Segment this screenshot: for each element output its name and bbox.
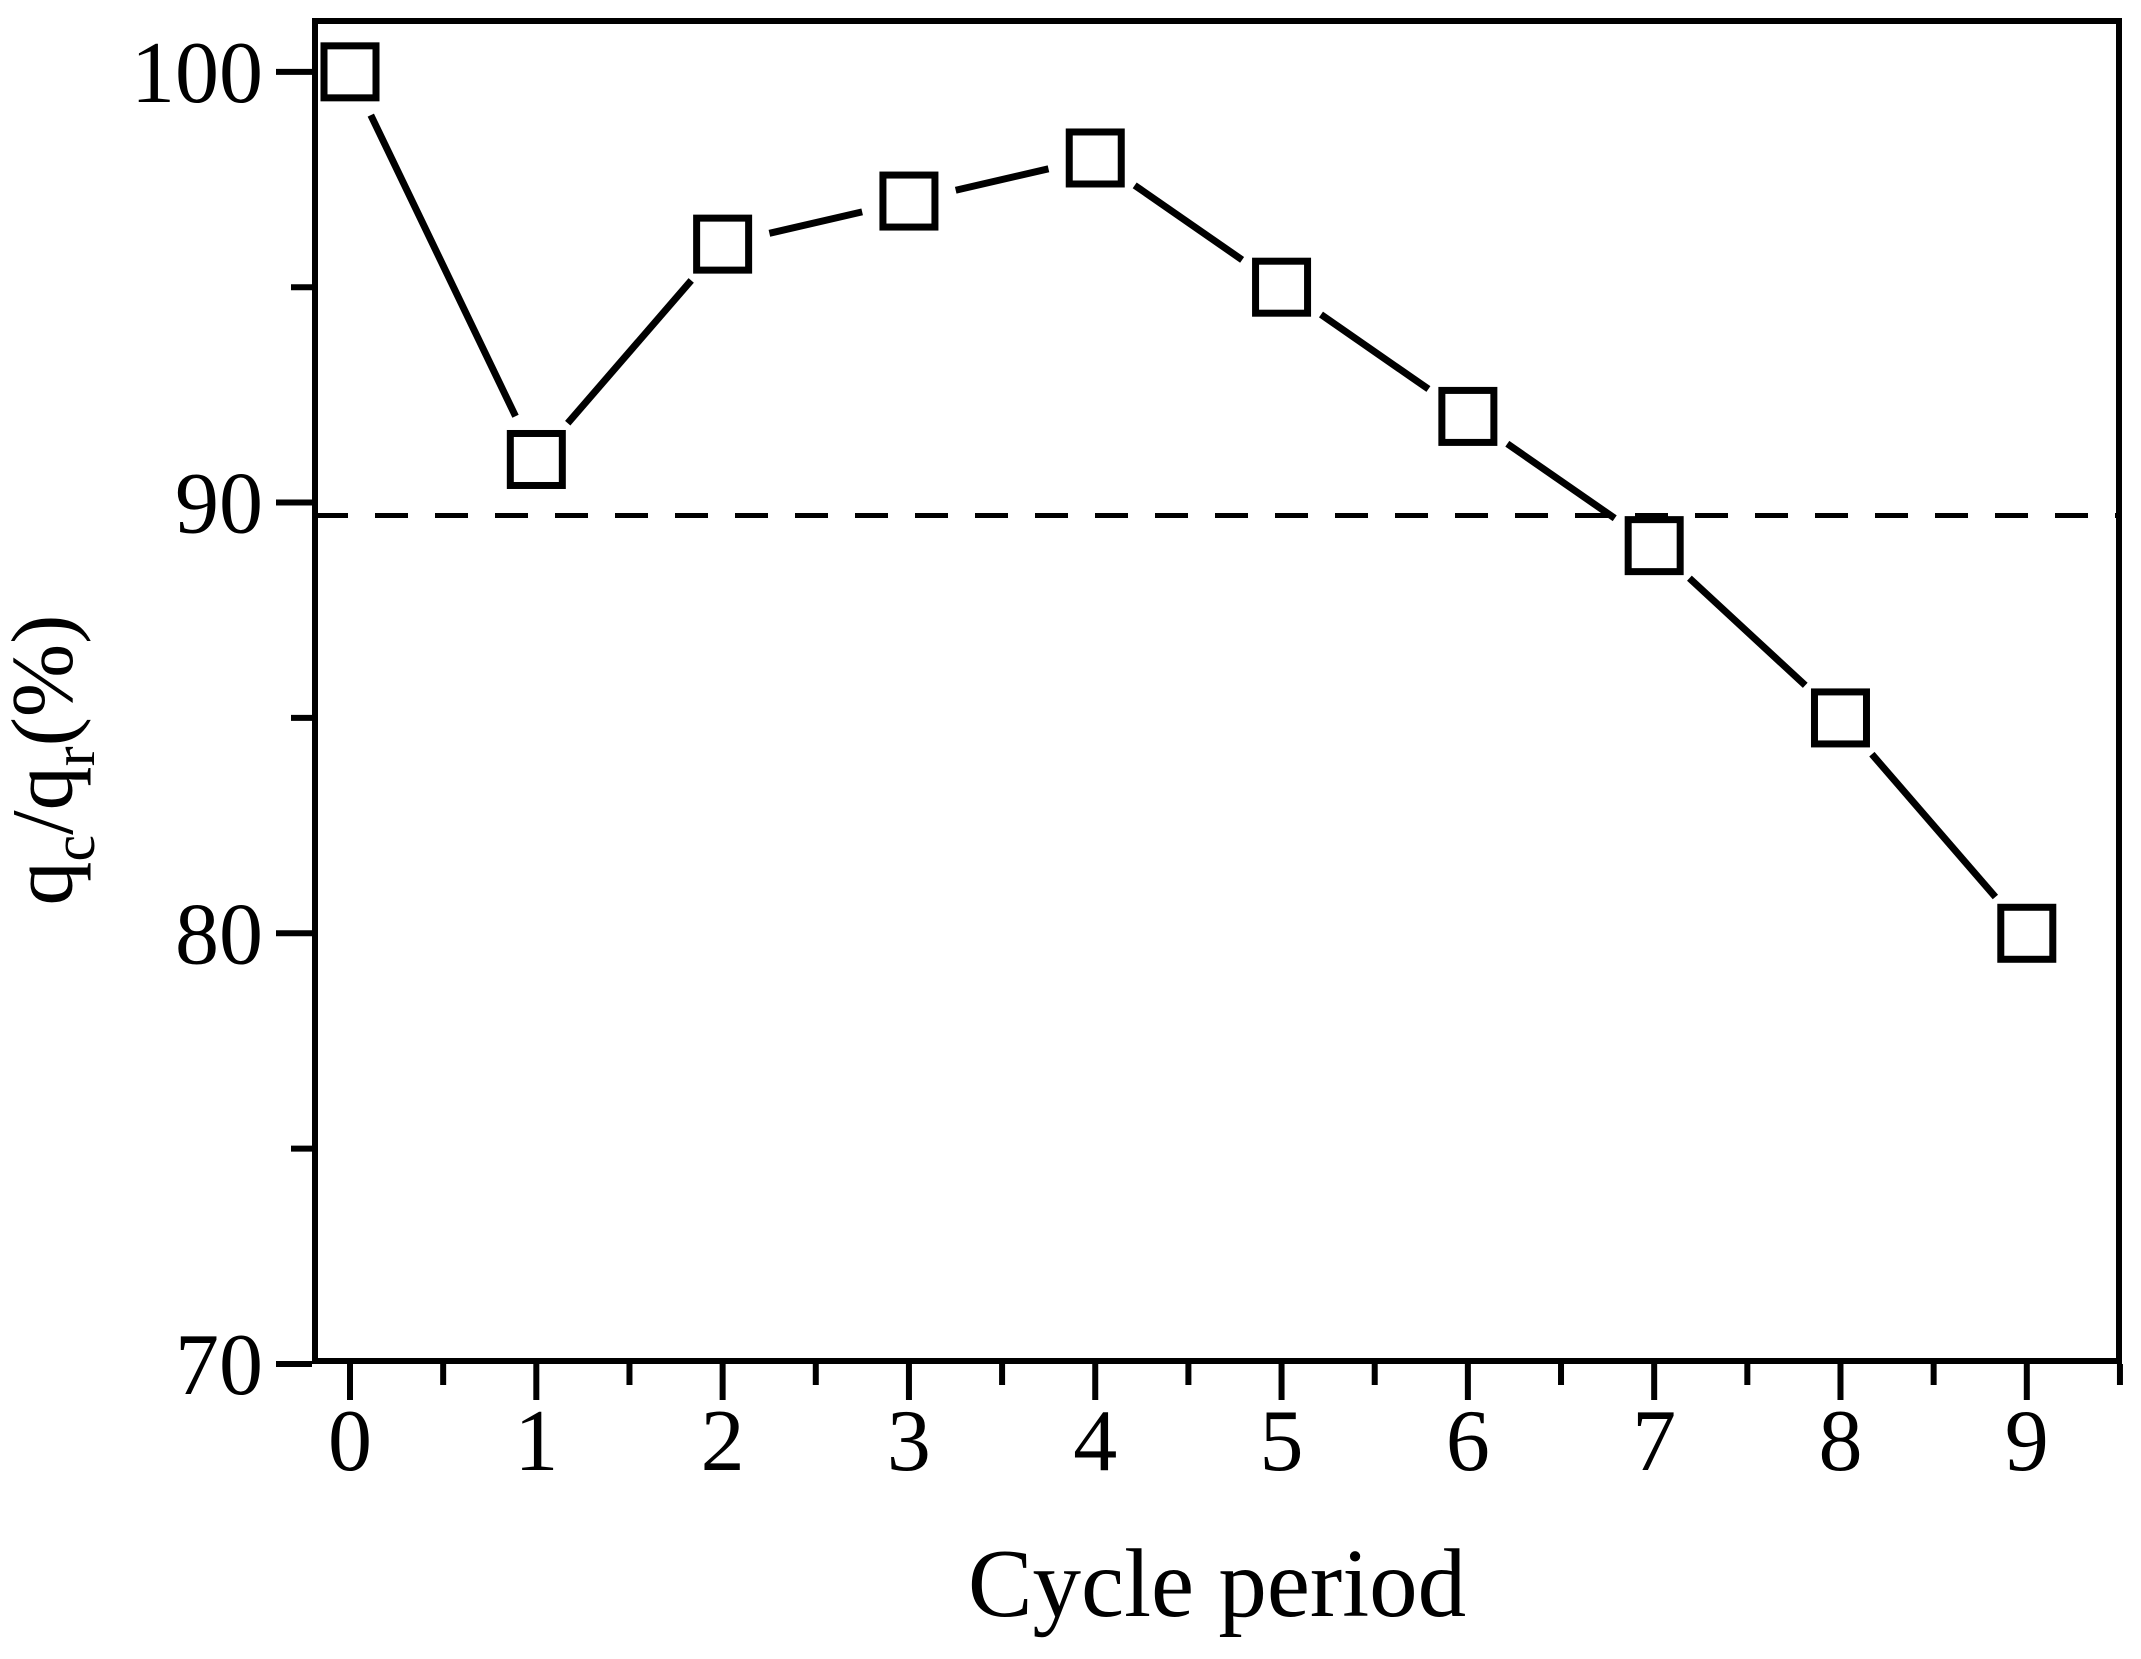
y-axis-title-part: /q: [0, 766, 92, 834]
series-line-segment: [1319, 311, 1431, 392]
x-tick-label: 3: [887, 1393, 931, 1490]
plot-frame: [312, 18, 2122, 1364]
data-point-marker: [506, 429, 566, 489]
data-point-marker: [1810, 688, 1870, 748]
y-axis-title-subscript: r: [41, 746, 107, 766]
x-tick-label: 6: [1446, 1393, 1490, 1490]
data-point-marker: [1997, 903, 2057, 963]
data-point-marker: [879, 171, 939, 231]
series-line-segment: [565, 278, 694, 426]
series-line-segment: [1132, 182, 1245, 263]
data-point-marker: [1252, 257, 1312, 317]
data-point-marker: [1438, 386, 1498, 446]
x-tick-label: 2: [701, 1393, 745, 1490]
series-line-segment: [367, 113, 519, 418]
x-tick-label: 0: [328, 1393, 372, 1490]
x-tick-label: 1: [514, 1393, 558, 1490]
series-line-segment: [954, 165, 1050, 194]
x-tick-label: 9: [2005, 1393, 2049, 1490]
x-tick-label: 4: [1073, 1393, 1117, 1490]
y-axis-title-part: (%): [0, 615, 92, 747]
y-tick-label: 80: [175, 886, 263, 983]
series-line-segment: [1869, 751, 1999, 900]
y-axis-title: qc/qr(%): [0, 615, 107, 906]
x-axis-title: Cycle period: [968, 1530, 1466, 1637]
x-tick-label: 8: [1818, 1393, 1862, 1490]
data-point-marker: [693, 214, 753, 274]
series-line-segment: [1505, 440, 1617, 522]
y-axis-title-subscript: c: [41, 835, 107, 862]
series-line-segment: [768, 208, 863, 237]
series-line-segment: [1687, 575, 1808, 688]
data-point-marker: [1065, 128, 1125, 188]
data-point-marker: [320, 42, 380, 102]
y-axis-title-part: q: [0, 862, 92, 906]
y-tick-label: 70: [175, 1317, 263, 1414]
y-tick-label: 100: [131, 25, 263, 122]
x-tick-label: 7: [1632, 1393, 1676, 1490]
y-tick-label: 90: [175, 456, 263, 553]
x-tick-label: 5: [1260, 1393, 1304, 1490]
data-point-marker: [1624, 516, 1684, 576]
